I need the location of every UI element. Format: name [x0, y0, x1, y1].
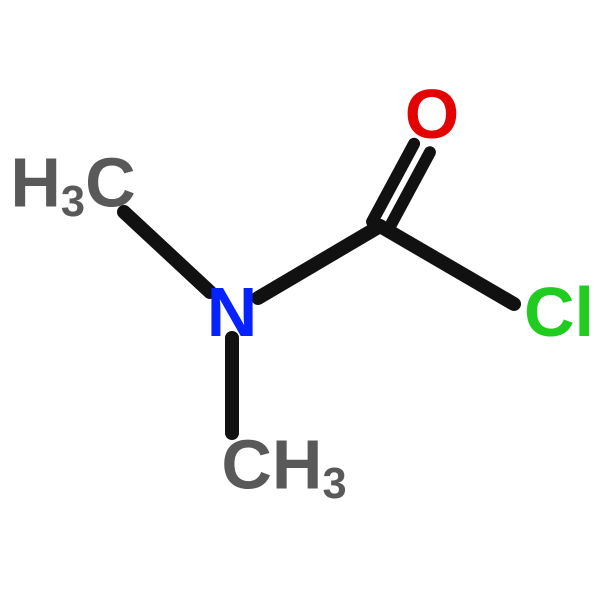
atom-Cl: Cl: [524, 277, 594, 347]
atom-O: O: [405, 79, 459, 149]
atom-CH3a: H3C: [10, 148, 135, 225]
atom-N: N: [207, 277, 258, 347]
molecule-diagram: { "diagram": { "type": "chemical-structu…: [0, 0, 600, 600]
bond-layer: [0, 0, 600, 600]
atom-CH3b: CH3: [221, 430, 346, 507]
